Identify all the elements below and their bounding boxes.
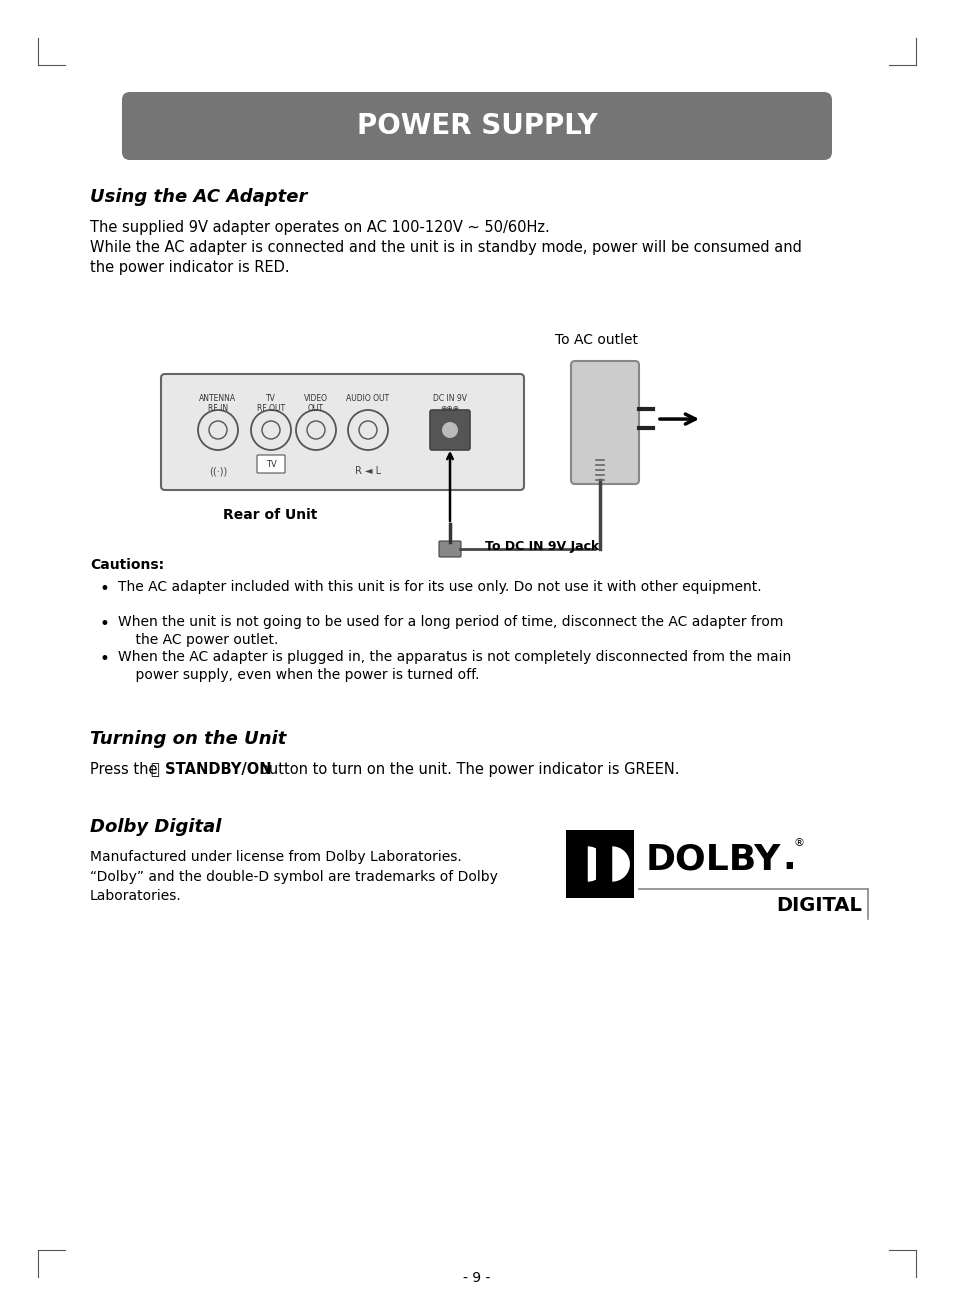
Text: ⓘ: ⓘ: [150, 761, 158, 777]
Text: - 9 -: - 9 -: [463, 1272, 490, 1285]
Text: TV
RF OUT: TV RF OUT: [256, 394, 285, 413]
FancyBboxPatch shape: [122, 92, 831, 160]
FancyBboxPatch shape: [571, 362, 639, 484]
Text: button to turn on the unit. The power indicator is GREEN.: button to turn on the unit. The power in…: [254, 761, 679, 777]
FancyBboxPatch shape: [567, 834, 579, 894]
Text: •: •: [100, 650, 110, 668]
Text: •: •: [100, 580, 110, 598]
FancyBboxPatch shape: [161, 373, 523, 490]
Text: When the AC adapter is plugged in, the apparatus is not completely disconnected : When the AC adapter is plugged in, the a…: [118, 650, 790, 682]
Text: Press the: Press the: [90, 761, 162, 777]
Text: AUDIO OUT: AUDIO OUT: [346, 394, 389, 402]
Text: Using the AC Adapter: Using the AC Adapter: [90, 188, 307, 206]
Wedge shape: [587, 847, 605, 881]
Text: ANTENNA
RF IN: ANTENNA RF IN: [199, 394, 236, 413]
Text: To DC IN 9V Jack: To DC IN 9V Jack: [484, 540, 598, 554]
FancyBboxPatch shape: [430, 410, 470, 450]
Text: .: .: [781, 842, 795, 876]
Text: The AC adapter included with this unit is for its use only. Do not use it with o: The AC adapter included with this unit i…: [118, 580, 760, 594]
Text: POWER SUPPLY: POWER SUPPLY: [356, 112, 597, 139]
FancyBboxPatch shape: [438, 540, 460, 558]
Text: ®: ®: [793, 838, 804, 848]
Text: TV: TV: [265, 459, 276, 468]
Text: Rear of Unit: Rear of Unit: [223, 508, 316, 522]
Text: DIGITAL: DIGITAL: [776, 896, 862, 914]
Text: ((·)): ((·)): [209, 466, 227, 476]
FancyBboxPatch shape: [565, 830, 634, 898]
Text: R ◄ L: R ◄ L: [355, 466, 380, 476]
Circle shape: [441, 422, 457, 438]
Text: Dolby Digital: Dolby Digital: [90, 818, 221, 836]
Text: Cautions:: Cautions:: [90, 558, 164, 572]
Text: The supplied 9V adapter operates on AC 100-120V ~ 50/60Hz.: The supplied 9V adapter operates on AC 1…: [90, 220, 549, 235]
Wedge shape: [612, 847, 629, 881]
Text: VIDEO
OUT: VIDEO OUT: [304, 394, 328, 413]
Text: DC IN 9V
⊕⊕⊕: DC IN 9V ⊕⊕⊕: [433, 394, 467, 413]
Text: When the unit is not going to be used for a long period of time, disconnect the : When the unit is not going to be used fo…: [118, 615, 782, 647]
Text: DOLBY: DOLBY: [645, 842, 781, 876]
Text: Manufactured under license from Dolby Laboratories.
“Dolby” and the double-D sym: Manufactured under license from Dolby La…: [90, 849, 497, 903]
Text: Turning on the Unit: Turning on the Unit: [90, 730, 286, 748]
Text: To AC outlet: To AC outlet: [555, 333, 638, 347]
Text: STANDBY/ON: STANDBY/ON: [160, 761, 272, 777]
FancyBboxPatch shape: [596, 834, 607, 894]
Text: •: •: [100, 615, 110, 633]
FancyBboxPatch shape: [256, 455, 285, 473]
Text: While the AC adapter is connected and the unit is in standby mode, power will be: While the AC adapter is connected and th…: [90, 241, 801, 275]
